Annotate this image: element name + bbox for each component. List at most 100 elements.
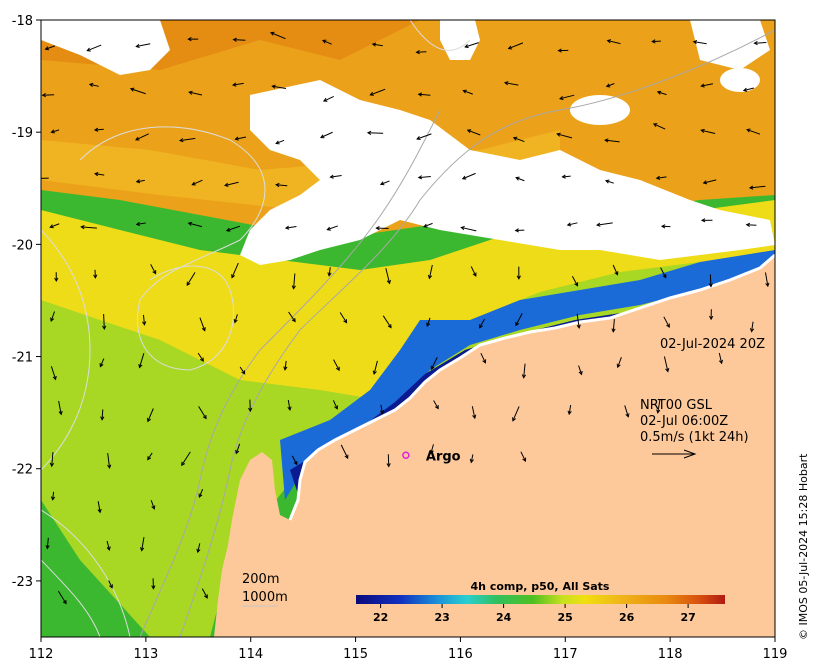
current-vector: [657, 91, 667, 96]
current-vector-head: [753, 40, 758, 46]
current-vector-head: [611, 328, 616, 333]
current-vector: [186, 272, 196, 286]
current-vector-head: [135, 179, 141, 184]
current-vector: [179, 137, 196, 142]
current-vector: [426, 317, 431, 327]
current-vector-head: [472, 272, 477, 277]
current-vector-head: [186, 281, 191, 287]
current-vector-head: [109, 584, 113, 589]
current-vector-head: [49, 224, 54, 229]
current-vector-head: [604, 138, 609, 143]
current-vector-head: [49, 462, 55, 468]
current-vector: [81, 226, 97, 229]
current-vector-head: [93, 274, 98, 279]
current-vector-head: [344, 454, 349, 460]
current-vector: [656, 176, 667, 179]
colorbar-ticks: 22 23 24 25 26 27: [373, 604, 696, 624]
current-vector-head: [93, 127, 99, 132]
current-vector-head: [235, 449, 240, 455]
current-vector-head: [372, 370, 377, 376]
current-vector: [197, 352, 204, 362]
current-vector: [568, 404, 572, 415]
current-vector: [471, 406, 476, 419]
current-vector-head: [52, 375, 57, 381]
current-vector-head: [200, 357, 204, 362]
current-vector: [512, 406, 520, 421]
current-vector: [147, 408, 154, 422]
current-vector: [370, 88, 386, 96]
current-vector-head: [417, 92, 423, 97]
current-vector: [470, 454, 474, 463]
current-vector-head: [181, 461, 186, 467]
current-vector-head: [335, 366, 340, 372]
current-vector: [605, 139, 620, 143]
current-vector: [612, 319, 615, 332]
current-vector-head: [417, 175, 423, 180]
current-vector: [226, 225, 241, 232]
colorbar-gradient: [356, 595, 725, 604]
current-vector-head: [225, 227, 231, 232]
current-vector: [743, 87, 755, 91]
current-vector-head: [375, 226, 380, 231]
current-vector-head: [44, 46, 50, 51]
current-vector-head: [62, 599, 67, 605]
current-vector-head: [387, 324, 392, 329]
current-vector: [340, 444, 349, 459]
current-vector: [197, 543, 201, 553]
current-vector-head: [567, 410, 572, 416]
current-vector: [703, 179, 717, 184]
current-vector: [233, 39, 246, 41]
colorbar-tick-label: 25: [557, 611, 572, 624]
current-vector: [188, 222, 203, 228]
y-tick-label: -22: [12, 463, 33, 478]
current-vector: [380, 404, 384, 414]
current-vector: [51, 129, 60, 133]
current-vector-head: [709, 315, 714, 321]
current-vector-head: [625, 413, 630, 418]
current-vector-head: [469, 458, 474, 464]
cloud-mask: [41, 20, 775, 265]
current-legend-line2: 02-Jul 06:00Z: [640, 414, 728, 429]
current-vector: [373, 360, 378, 375]
current-vector: [108, 580, 113, 589]
current-vector-head: [434, 405, 439, 410]
current-vector-head: [33, 177, 36, 180]
current-vector-head: [234, 136, 239, 141]
land-mass: [214, 255, 775, 637]
current-vector-head: [366, 130, 372, 135]
current-vector: [107, 453, 111, 469]
argo-marker-icon: [402, 451, 410, 460]
current-vector: [479, 318, 485, 328]
current-vector-head: [187, 36, 192, 42]
current-vector-head: [655, 175, 661, 180]
current-vector-head: [327, 272, 332, 277]
current-vector: [224, 181, 239, 187]
current-vector-head: [107, 464, 112, 470]
current-vector-head: [416, 136, 421, 141]
current-vector-head: [152, 270, 157, 275]
current-vector: [198, 406, 207, 419]
current-vector: [754, 42, 767, 44]
current-vector-head: [202, 415, 207, 420]
current-vector-head: [606, 39, 612, 44]
map-plot-area: [33, 20, 775, 637]
current-vector: [467, 129, 481, 136]
current-vector-head: [322, 97, 328, 102]
colorbar-title: 4h comp, p50, All Sats: [471, 580, 610, 593]
current-vector-head: [45, 545, 50, 550]
current-vector-head: [427, 274, 433, 280]
current-vector-head: [100, 416, 105, 421]
current-vector-head: [379, 410, 385, 415]
current-vector: [150, 264, 157, 274]
current-vector: [45, 45, 56, 50]
current-vector: [94, 128, 104, 131]
current-vector-head: [97, 508, 102, 514]
current-vector: [141, 537, 145, 551]
current-vector-head: [291, 318, 296, 323]
current-vector-head: [271, 84, 276, 89]
current-vector-head: [462, 89, 467, 94]
current-vector: [382, 315, 392, 328]
current-vector: [235, 136, 247, 140]
current-vector: [596, 222, 613, 226]
current-vector: [275, 139, 285, 144]
